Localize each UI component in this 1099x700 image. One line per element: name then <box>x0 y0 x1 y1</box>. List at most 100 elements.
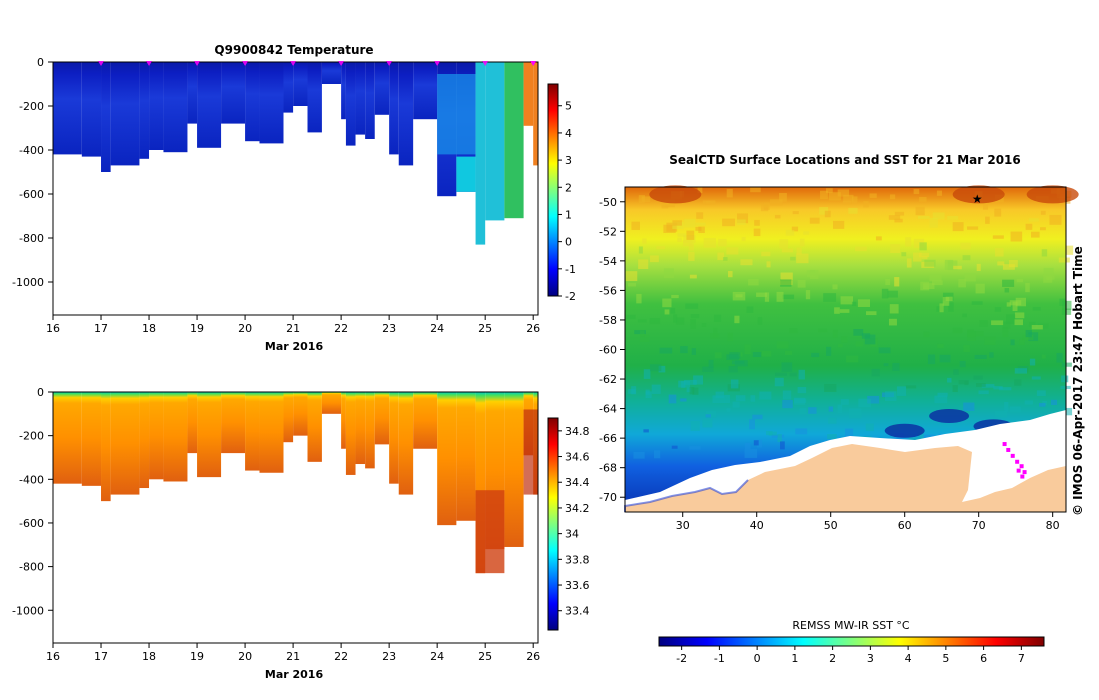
sst-speckle <box>975 383 986 387</box>
profile-column <box>81 62 102 157</box>
sst-speckle <box>661 202 675 207</box>
sst-speckle <box>1009 260 1018 268</box>
deep-salinity-patch <box>475 490 505 574</box>
x-tick-label: 21 <box>286 650 300 663</box>
sst-speckle <box>737 213 749 224</box>
profile-column <box>259 392 284 473</box>
sst-speckle <box>1025 282 1030 293</box>
sst-speckle <box>774 214 781 219</box>
sst-speckle <box>997 261 1005 266</box>
colorbar-tick-label: 6 <box>980 652 987 665</box>
sst-speckle <box>799 408 807 415</box>
sst-speckle <box>663 268 674 279</box>
y-tick-label: -600 <box>19 188 44 201</box>
y-tick-label: -1000 <box>12 604 44 617</box>
track-point <box>1010 453 1015 458</box>
sst-speckle <box>828 417 837 424</box>
profile-column <box>341 392 346 449</box>
profile-column <box>413 62 438 120</box>
sst-speckle <box>975 283 985 294</box>
sst-speckle <box>645 389 650 395</box>
profile-column <box>341 62 346 120</box>
sst-speckle <box>638 259 649 270</box>
sst-speckle <box>675 317 685 325</box>
sst-speckle <box>843 194 854 203</box>
y-tick-label: -600 <box>19 517 44 530</box>
salinity-colorbar-ticks: 34.8 34.6 34.4 34.2 34 33.8 33.6 33.4 <box>565 425 590 618</box>
profile-column <box>437 392 457 526</box>
x-tick-label: 24 <box>430 650 444 663</box>
sst-speckle <box>1065 245 1074 255</box>
sst-speckle <box>753 440 759 446</box>
sst-speckle <box>1040 227 1046 231</box>
sst-speckle <box>684 218 696 228</box>
profile-column <box>293 392 308 436</box>
sst-speckle <box>837 404 843 413</box>
sst-speckle <box>712 395 725 403</box>
sst-speckle <box>650 255 659 263</box>
sst-speckle <box>947 215 959 220</box>
sst-speckle <box>701 322 707 327</box>
y-tick-label: -66 <box>599 432 617 445</box>
profile-column <box>259 62 284 144</box>
sst-speckle <box>865 423 874 432</box>
sst-speckle <box>867 395 880 404</box>
sst-speckle <box>826 188 833 194</box>
sst-speckle <box>697 187 703 194</box>
sst-speckle <box>680 346 688 354</box>
sst-speckle <box>750 395 756 402</box>
sst-speckle <box>797 387 807 394</box>
sst-speckle <box>963 402 975 411</box>
sst-speckle <box>896 386 907 396</box>
sst-speckle <box>705 414 711 418</box>
sst-warm-patch <box>1026 185 1079 204</box>
profile-column <box>475 62 486 245</box>
sst-speckle <box>905 237 912 247</box>
sst-speckle <box>864 334 876 345</box>
sst-speckle <box>851 301 857 307</box>
sst-speckle <box>690 421 700 431</box>
profile-marker <box>386 61 393 66</box>
sst-speckle <box>917 431 924 441</box>
sst-speckle <box>726 247 739 255</box>
sst-speckle <box>1036 390 1046 396</box>
x-tick-label: 60 <box>898 519 912 532</box>
sst-speckle <box>651 384 661 394</box>
x-tick-label: 19 <box>190 650 204 663</box>
sst-speckle <box>981 384 995 388</box>
x-tick-label: 25 <box>478 322 492 335</box>
sst-speckle <box>846 355 859 363</box>
sst-speckle <box>1029 358 1036 366</box>
sst-speckle <box>1031 231 1040 238</box>
sst-speckle <box>686 230 695 240</box>
sst-speckle <box>1025 223 1033 230</box>
sst-speckle <box>894 211 905 216</box>
y-tick-label: -400 <box>19 473 44 486</box>
track-point <box>1002 442 1007 447</box>
sst-speckle <box>631 221 640 230</box>
sst-speckle <box>729 352 741 359</box>
deep-water-patch <box>456 156 476 192</box>
sst-speckle <box>952 327 963 334</box>
sst-speckle <box>756 439 763 448</box>
profile-column <box>245 392 260 471</box>
profile-column <box>345 392 356 475</box>
profile-column <box>533 62 538 166</box>
y-tick-label: -54 <box>599 255 617 268</box>
profile-column <box>245 62 260 142</box>
sst-speckle <box>834 307 840 314</box>
profile-column <box>523 62 534 126</box>
sst-warm-patch <box>649 185 702 204</box>
profile-marker <box>98 61 105 66</box>
sst-speckle <box>901 252 907 257</box>
x-tick-label: 30 <box>676 519 690 532</box>
sst-texture <box>625 185 1079 462</box>
antarctica-land <box>625 444 1066 512</box>
sst-speckle <box>637 319 647 323</box>
sst-speckle <box>696 212 704 219</box>
sst-speckle <box>1056 352 1063 363</box>
sst-speckle <box>1041 249 1048 257</box>
sst-speckle <box>854 246 867 252</box>
sst-speckle <box>752 352 762 358</box>
